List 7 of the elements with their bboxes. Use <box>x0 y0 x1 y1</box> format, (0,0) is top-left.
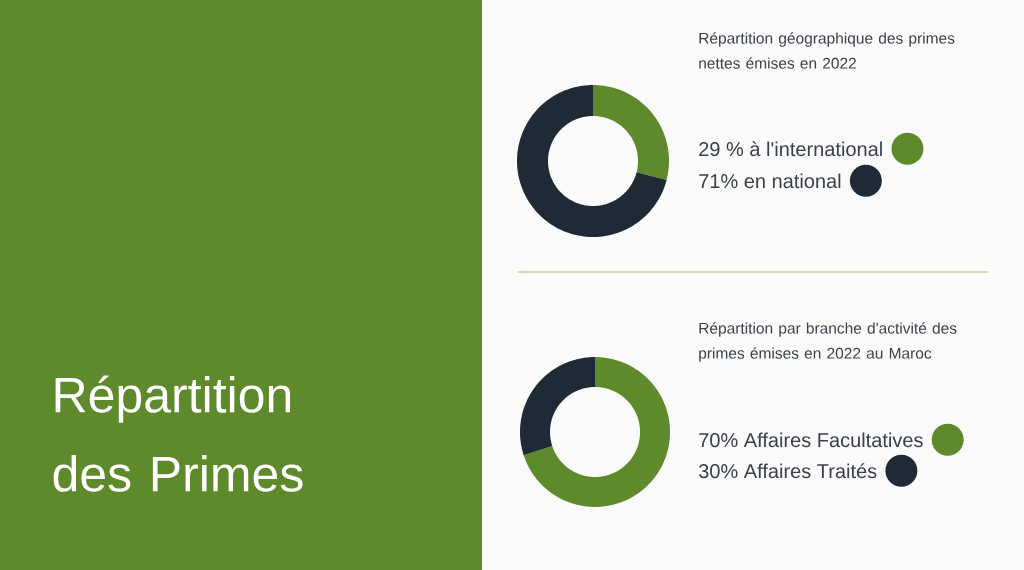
legend-label: 30% Affaires Traités <box>698 463 877 479</box>
legend-label: 71% en national <box>699 173 841 189</box>
chart-title: Répartition par branche d'activité des primes émises en 2022 au Maroc <box>699 322 957 362</box>
text: Répartition des Primes <box>53 375 303 492</box>
chart-title: Répartition géographique des primes nettes émises en 2022 <box>699 32 955 69</box>
legend-label: 70% Affaires Facultatives <box>699 432 923 448</box>
legend-label: 29 % à l'international <box>699 141 882 157</box>
